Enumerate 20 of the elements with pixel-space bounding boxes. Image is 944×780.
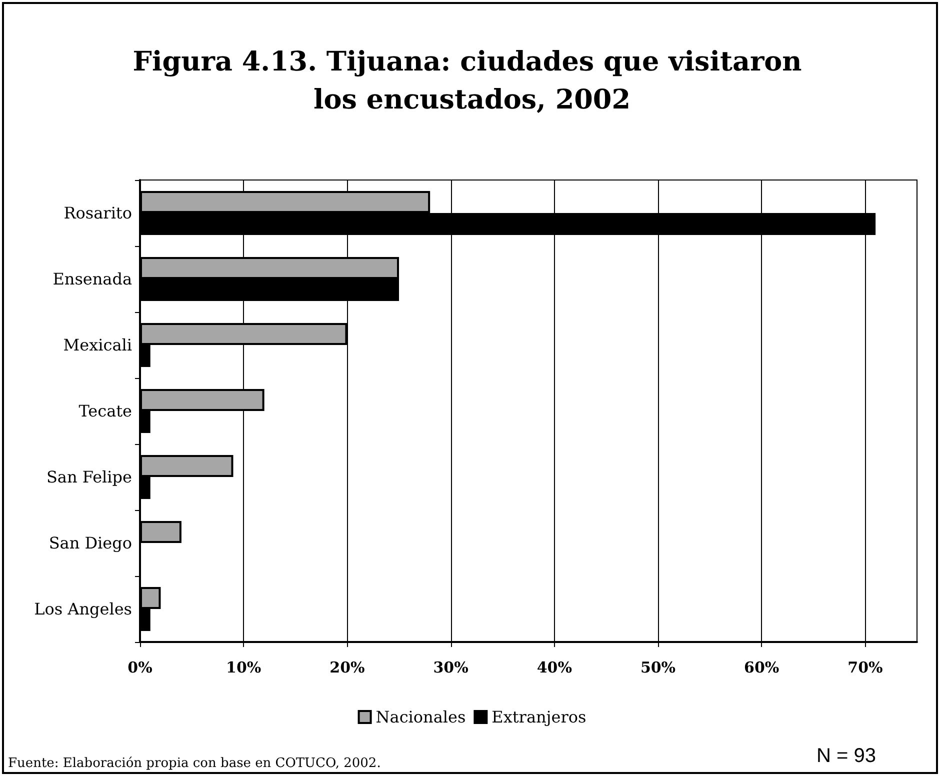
y-tick-label: Mexicali xyxy=(63,336,132,354)
x-tick-label: 20% xyxy=(330,658,365,676)
x-tick-label: 50% xyxy=(640,658,676,676)
legend-label: Extranjeros xyxy=(492,708,586,726)
x-tick-label: 0% xyxy=(128,658,152,676)
source-note: Fuente: Elaboración propia con base en COTUCO, 2002. xyxy=(8,756,381,771)
y-tick-label: Los Angeles xyxy=(34,600,132,618)
text: N = 93 xyxy=(816,745,876,767)
y-tick-label: San Felipe xyxy=(46,468,132,486)
x-tick-label: 40% xyxy=(536,658,572,676)
y-tick-label: San Diego xyxy=(48,534,132,552)
x-tick-label: 70% xyxy=(848,658,883,676)
x-tick-label: 10% xyxy=(226,658,262,676)
y-tick-label: Ensenada xyxy=(52,270,132,288)
y-tick-label: Tecate xyxy=(78,402,132,420)
y-tick-label: Rosarito xyxy=(64,204,132,222)
legend-label: Nacionales xyxy=(376,708,466,726)
x-tick-label: 30% xyxy=(433,658,468,676)
x-tick-label: 60% xyxy=(744,658,780,676)
chart-title: Figura 4.13. Tijuana: ciudades que visitaron los encustados, 2002 xyxy=(132,46,812,116)
